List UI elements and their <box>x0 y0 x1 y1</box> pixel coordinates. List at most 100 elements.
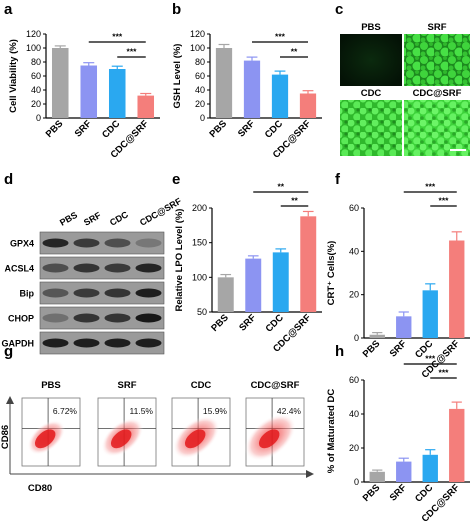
bar-srf <box>396 316 412 338</box>
y-tick-label: 40 <box>349 246 359 256</box>
significance-label: *** <box>439 368 450 378</box>
significance-label: ** <box>291 47 298 57</box>
blot-strip <box>39 331 165 355</box>
bar-cdc <box>108 69 126 118</box>
bar-cdc-srf <box>299 93 317 118</box>
micrograph-label-cdc-srf: CDC@SRF <box>413 88 462 99</box>
category-label: SRF <box>237 312 258 333</box>
blot-band <box>104 338 131 348</box>
bar-pbs <box>215 48 233 118</box>
y-axis-label: Relative LPO Level (%) <box>174 209 185 312</box>
blot-strip <box>39 281 165 305</box>
bar-srf <box>245 258 262 312</box>
y-tick-label: 0 <box>354 333 359 343</box>
blot-band <box>135 313 162 323</box>
y-tick-label: 60 <box>349 203 359 213</box>
blot-band <box>73 238 100 248</box>
y-tick-label: 60 <box>31 71 41 81</box>
y-tick-label: 100 <box>26 43 41 53</box>
bar-srf <box>80 65 98 118</box>
y-tick-label: 20 <box>31 99 41 109</box>
blot-band <box>73 288 100 298</box>
micrograph-pbs <box>340 34 402 86</box>
blot-band <box>135 263 162 273</box>
category-label: SRF <box>388 482 409 503</box>
y-tick-label: 80 <box>195 57 205 67</box>
bar-srf <box>243 60 261 118</box>
category-label: SRF <box>388 338 409 359</box>
blot-band <box>104 288 131 298</box>
blot-band <box>42 313 69 323</box>
blot-strip <box>39 306 165 330</box>
y-axis-label: Cell Viability (%) <box>8 39 19 113</box>
y-tick-label: 150 <box>192 238 207 248</box>
y-tick-label: 120 <box>26 29 41 39</box>
y-tick-label: 20 <box>195 99 205 109</box>
flow-plot-title: CDC@SRF <box>251 380 300 391</box>
y-tick-label: 120 <box>190 29 205 39</box>
density-core <box>110 429 132 449</box>
microscopy-panel: PBS SRF CDC CDC@SRF <box>340 22 470 156</box>
micrograph-cdc <box>340 100 402 156</box>
cell-viability-chart: 0 20 40 60 80 100 120 Cell Viability (%) PBS SRF C… <box>8 29 160 161</box>
significance-label: *** <box>127 47 138 57</box>
category-label: SRF <box>236 118 257 139</box>
panel-label-d: d <box>4 171 13 188</box>
bar-cdc-srf <box>300 216 317 312</box>
blot-band <box>135 238 162 248</box>
panel-label-b: b <box>172 1 181 18</box>
significance-label: *** <box>425 182 436 192</box>
category-label: CDC <box>100 118 122 140</box>
blot-band <box>104 313 131 323</box>
bar-pbs <box>51 48 69 118</box>
blot-band <box>42 238 69 248</box>
significance-label: ** <box>277 182 284 192</box>
category-label: PBS <box>361 338 383 360</box>
micrograph-label-pbs: PBS <box>361 22 381 33</box>
micrograph-label-srf: SRF <box>428 22 447 33</box>
bar-pbs <box>217 277 234 312</box>
blot-band <box>104 238 131 248</box>
blot-band <box>135 338 162 348</box>
category-label: PBS <box>44 118 66 140</box>
bar-srf <box>396 461 412 482</box>
category-label: CDC <box>264 312 286 334</box>
y-tick-label: 40 <box>349 409 359 419</box>
y-tick-label: 0 <box>354 477 359 487</box>
y-tick-label: 0 <box>36 113 41 123</box>
flow-cytometry-panel: PBS 6.72% SRF 11.5% CDC 15.9% CDC@SRF 42.4% CD86… <box>0 380 314 494</box>
blot-strip <box>39 231 165 255</box>
y-tick-label: 60 <box>195 71 205 81</box>
y-axis-label: % of Maturated DC <box>326 389 337 474</box>
significance-label: *** <box>439 196 450 206</box>
quadrant-percentage: 6.72% <box>53 406 78 416</box>
y-arrow-head <box>6 396 14 404</box>
panel-label-a: a <box>4 1 13 18</box>
blot-strip <box>39 256 165 280</box>
quadrant-percentage: 11.5% <box>130 406 154 416</box>
category-label: PBS <box>361 482 383 504</box>
significance-label: ** <box>291 196 298 206</box>
blot-band <box>42 288 69 298</box>
bar-cdc-srf <box>449 240 465 338</box>
significance-label: *** <box>425 354 436 364</box>
bar-cdc <box>271 74 289 118</box>
blot-band <box>42 338 69 348</box>
flow-y-axis-label: CD86 <box>0 425 11 449</box>
blot-band <box>104 263 131 273</box>
protein-label: CHOP <box>8 314 34 324</box>
blot-band <box>73 313 100 323</box>
flow-plot-title: SRF <box>118 380 137 391</box>
protein-label: GPX4 <box>10 239 34 249</box>
bar-cdc-srf <box>449 408 465 482</box>
protein-label: GAPDH <box>1 339 34 349</box>
y-axis-label: CRT⁺ Cells(%) <box>326 241 337 306</box>
bar-pbs <box>369 334 385 338</box>
x-arrow-head <box>306 470 314 478</box>
y-tick-label: 50 <box>197 307 207 317</box>
y-tick-label: 20 <box>349 443 359 453</box>
category-label: SRF <box>73 118 94 139</box>
